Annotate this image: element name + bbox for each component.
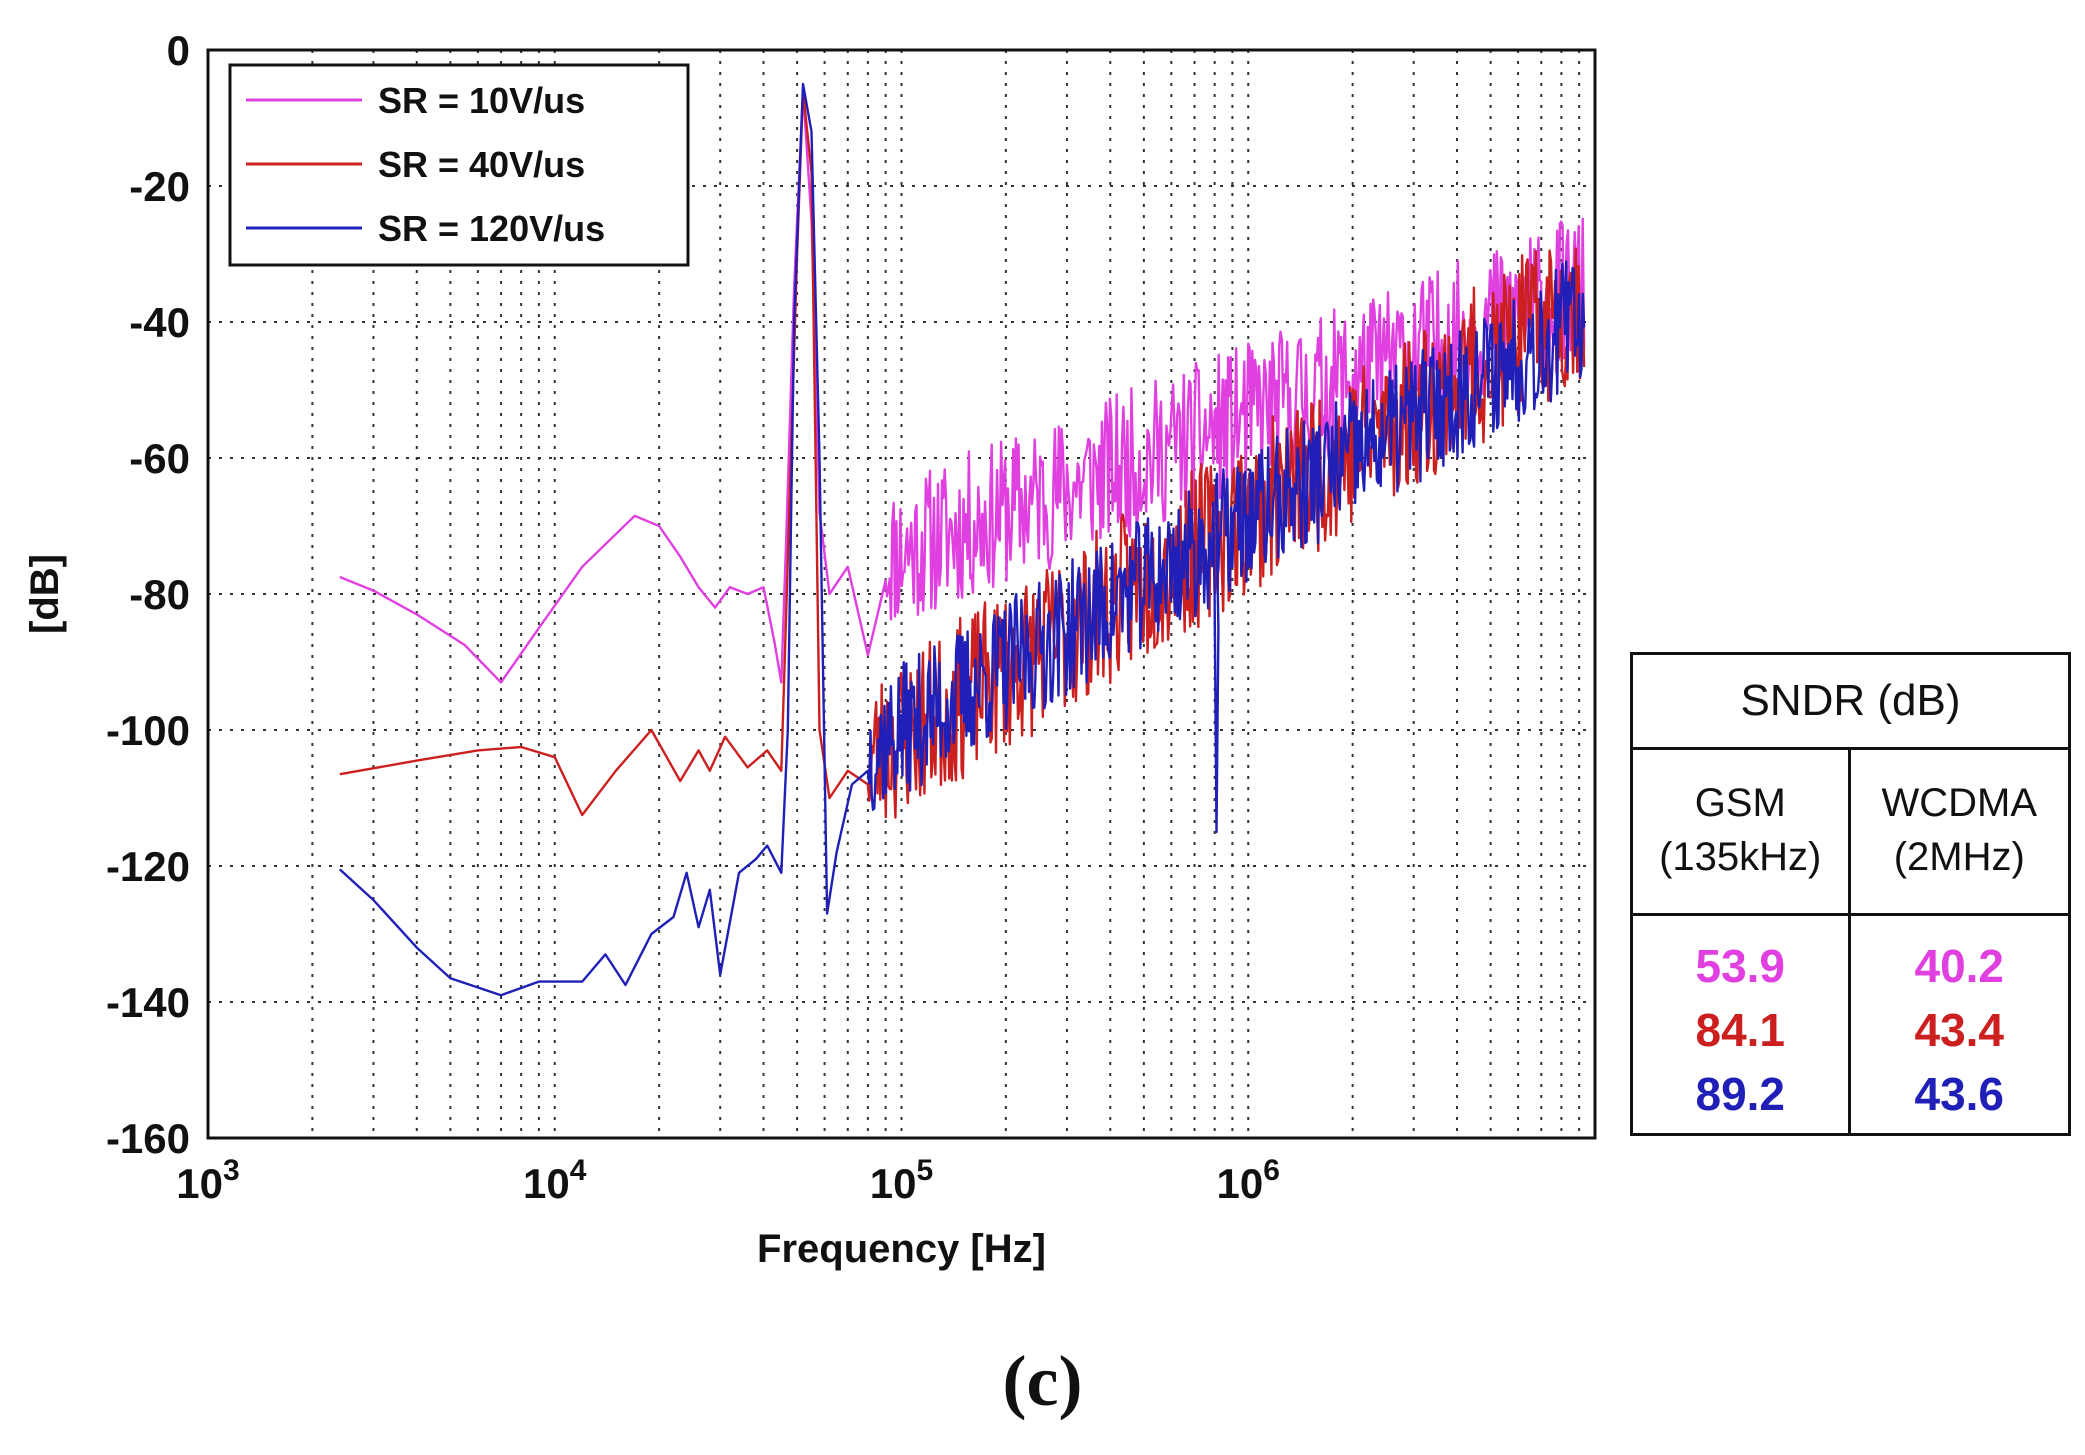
y-tick-label: -80 [129, 571, 190, 618]
legend-label: SR = 120V/us [378, 208, 605, 249]
y-tick-label: -140 [106, 979, 190, 1026]
sndr-col-wcdma-header: WCDMA (2MHz) [1850, 747, 2068, 916]
series-layer [338, 82, 1586, 997]
sndr-gsm-value-sr120: 89.2 [1695, 1068, 1786, 1120]
sndr-wcdma-value-sr40: 43.4 [1914, 1004, 2005, 1056]
y-tick-label: -20 [129, 163, 190, 210]
plot-frame [206, 48, 1597, 1140]
sndr-gsm-values: 53.9 84.1 89.2 [1633, 916, 1848, 1126]
sndr-gsm-sublabel: (135kHz) [1659, 835, 1822, 879]
sndr-wcdma-sublabel: (2MHz) [1893, 835, 2025, 879]
series-line-2 [339, 89, 1586, 819]
legend-label: SR = 10V/us [378, 80, 585, 121]
sndr-table-title: SNDR (dB) [1633, 655, 2068, 750]
legend-label: SR = 40V/us [378, 144, 585, 185]
figure-caption: (c) [1002, 1341, 1083, 1421]
x-tick-label: 106 [1217, 1154, 1280, 1207]
y-tick-label: -100 [106, 707, 190, 754]
y-tick-label: -40 [129, 299, 190, 346]
sndr-gsm-label: GSM [1694, 781, 1786, 825]
y-tick-label: -60 [129, 435, 190, 482]
sndr-gsm-value-sr10: 53.9 [1695, 940, 1786, 992]
x-tick-label: 105 [870, 1154, 933, 1207]
sndr-gsm-value-sr40: 84.1 [1695, 1004, 1786, 1056]
sndr-col-gsm-header: GSM (135kHz) [1633, 747, 1848, 916]
sndr-col-wcdma: WCDMA (2MHz) 40.2 43.4 43.6 [1850, 747, 2069, 1136]
sndr-table: SNDR (dB) GSM (135kHz) 53.9 84.1 89.2 WC… [1630, 652, 2071, 1136]
sndr-wcdma-values: 40.2 43.4 43.6 [1851, 916, 2069, 1126]
x-tick-label: 104 [523, 1154, 587, 1207]
x-axis-ticks: 103 104 105 106 [176, 1154, 1280, 1207]
y-tick-label: 0 [167, 27, 190, 74]
sndr-wcdma-value-sr120: 43.6 [1914, 1068, 2005, 1120]
y-axis-label: [dB] [23, 554, 67, 634]
sndr-wcdma-value-sr10: 40.2 [1914, 940, 2005, 992]
sndr-col-gsm: GSM (135kHz) 53.9 84.1 89.2 [1633, 747, 1851, 1136]
series-line-3 [338, 82, 1586, 997]
x-axis-label: Frequency [Hz] [757, 1227, 1046, 1271]
y-tick-label: -120 [106, 843, 190, 890]
x-tick-label: 103 [176, 1154, 239, 1207]
legend: SR = 10V/us SR = 40V/us SR = 120V/us [228, 63, 690, 267]
y-tick-label: -160 [106, 1115, 190, 1162]
sndr-wcdma-label: WCDMA [1881, 781, 2038, 825]
y-axis-ticks: 0 -20 -40 -60 -80 -100 -120 -140 -160 [106, 27, 190, 1162]
